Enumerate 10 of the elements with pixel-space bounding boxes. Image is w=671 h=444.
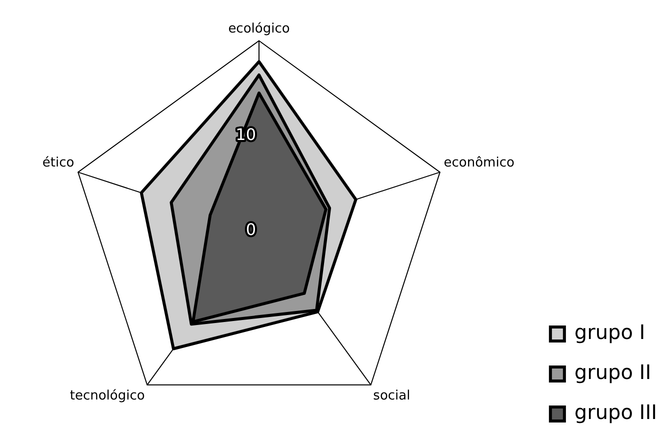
y-tick-label: 10 xyxy=(236,125,256,144)
spoke-label: social xyxy=(373,388,410,404)
spoke-label: ético xyxy=(42,156,74,171)
spoke-label: econômico xyxy=(444,156,514,171)
legend-label: grupo I xyxy=(574,320,646,344)
legend-label: grupo II xyxy=(574,360,652,384)
y-tick-label: 0 xyxy=(246,220,256,240)
spoke-label: ecológico xyxy=(228,21,290,36)
legend-label: grupo III xyxy=(574,400,657,424)
spoke-label: tecnológico xyxy=(70,388,145,404)
